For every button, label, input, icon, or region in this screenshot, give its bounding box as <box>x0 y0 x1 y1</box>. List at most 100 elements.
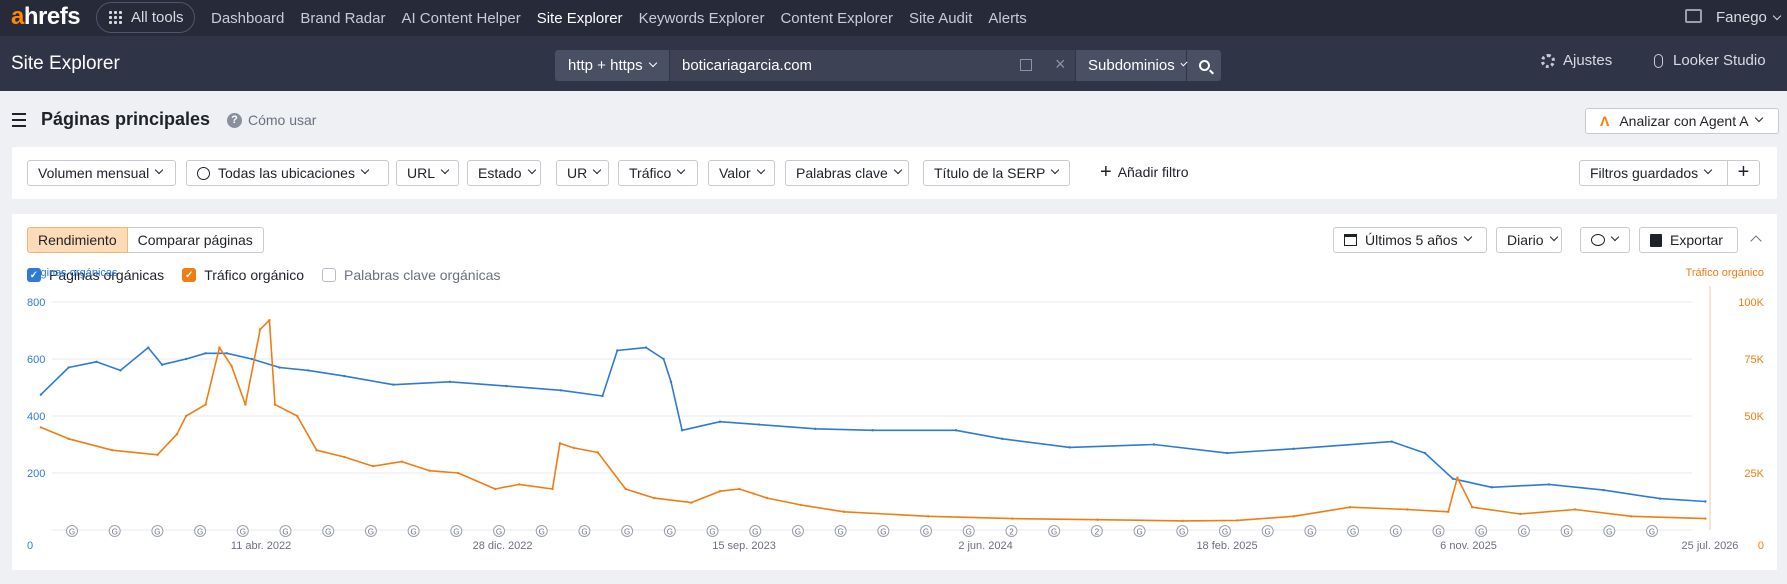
mode-select[interactable]: Subdominios <box>1076 50 1188 81</box>
organic-traffic-point <box>204 403 207 406</box>
period-select[interactable]: Últimos 5 años <box>1333 227 1487 253</box>
organic-traffic-point <box>39 426 43 429</box>
agent-icon: Λ <box>1600 113 1610 129</box>
left-tick-label: 200 <box>27 468 45 480</box>
organic-traffic-point <box>1446 510 1450 513</box>
organic-traffic-point <box>371 464 375 468</box>
organic-traffic-point <box>596 451 600 454</box>
add-filter-button[interactable]: + Añadir filtro <box>1100 162 1189 182</box>
event-marker-label: G <box>624 528 630 537</box>
event-marker-label: G <box>1350 528 1356 537</box>
organic-traffic-point <box>1630 515 1633 518</box>
organic-traffic-point <box>175 433 179 436</box>
event-marker <box>151 525 164 537</box>
toggle-organic-pages[interactable]: ✓ Páginas orgánicas <box>27 267 164 283</box>
filter-value[interactable]: Valor <box>708 160 775 186</box>
filter-ur[interactable]: UR <box>556 160 609 186</box>
event-marker-label: G <box>1649 528 1655 537</box>
nav-keywords-explorer[interactable]: Keywords Explorer <box>638 9 765 27</box>
organic-traffic-point <box>738 487 741 491</box>
nav-site-explorer[interactable]: Site Explorer <box>536 9 623 27</box>
event-marker <box>920 525 933 537</box>
target-url-input[interactable]: boticariagarcia.com × <box>670 50 1075 81</box>
organic-traffic-point <box>842 510 846 513</box>
organic-traffic-point <box>258 328 262 331</box>
organic-traffic-point <box>624 487 627 491</box>
filter-serp-title[interactable]: Título de la SERP <box>923 160 1070 186</box>
left-axis-title: Páginas orgánicas <box>27 267 118 279</box>
nav-content-explorer[interactable]: Content Explorer <box>780 9 894 27</box>
chevron-down-icon <box>1703 165 1713 175</box>
organic-pages-point <box>954 429 958 432</box>
organic-pages-point <box>225 352 229 355</box>
organic-pages-point <box>1068 446 1071 449</box>
x-tick-label: 28 dic. 2022 <box>473 540 533 552</box>
organic-pages-point <box>1423 451 1427 455</box>
settings-link[interactable]: Ajustes <box>1541 52 1612 69</box>
event-marker-label: G <box>1393 528 1399 537</box>
nav-alerts[interactable]: Alerts <box>988 9 1027 27</box>
tab-performance[interactable]: Rendimiento <box>27 227 128 253</box>
nav-dashboard[interactable]: Dashboard <box>211 9 285 27</box>
saved-filters-button[interactable]: Filtros guardados <box>1579 160 1728 186</box>
how-to-link[interactable]: ? Cómo usar <box>227 112 316 128</box>
filter-traffic[interactable]: Tráfico <box>618 160 698 186</box>
organic-traffic-point <box>1348 506 1352 509</box>
event-marker <box>66 525 78 537</box>
organic-traffic-point <box>67 437 70 440</box>
organic-traffic-point <box>518 483 521 486</box>
x-tick-label: 25 jul. 2026 <box>1682 540 1739 552</box>
toggle-organic-traffic[interactable]: ✓ Tráfico orgánico <box>182 267 304 283</box>
organic-traffic-point <box>268 319 271 322</box>
organic-traffic-point <box>156 453 159 456</box>
external-link-icon[interactable] <box>1020 59 1032 71</box>
toggle-organic-keywords[interactable]: Palabras clave orgánicas <box>322 267 500 283</box>
toggle-label: Tráfico orgánico <box>204 267 305 283</box>
event-marker <box>108 525 121 537</box>
organic-pages-point <box>871 429 874 432</box>
save-filter-plus-button[interactable]: + <box>1727 160 1760 186</box>
nav-brand-radar[interactable]: Brand Radar <box>300 9 386 27</box>
event-marker-label: 2 <box>1095 528 1100 537</box>
export-button[interactable]: Exportar <box>1639 227 1738 253</box>
filter-url[interactable]: URL <box>396 160 459 186</box>
filter-label: URL <box>407 165 436 181</box>
organic-traffic-point <box>244 403 247 406</box>
nav-ai-content-helper[interactable]: AI Content Helper <box>401 9 521 27</box>
export-label: Exportar <box>1670 232 1723 248</box>
ahrefs-logo[interactable]: ahrefs <box>11 3 81 30</box>
all-tools-button[interactable]: All tools <box>96 2 195 33</box>
organic-pages-point <box>669 380 673 383</box>
tab-compare-pages[interactable]: Comparar páginas <box>127 227 264 253</box>
annotations-button[interactable] <box>1580 227 1630 253</box>
comment-icon <box>1591 234 1605 246</box>
filter-keywords[interactable]: Palabras clave <box>785 160 909 186</box>
organic-pages-point <box>757 423 761 426</box>
user-menu[interactable]: Fanego <box>1716 9 1782 26</box>
organic-pages-point <box>559 389 563 392</box>
organic-traffic-point <box>1573 508 1577 511</box>
filter-status[interactable]: Estado <box>467 160 541 186</box>
monitor-icon[interactable] <box>1685 9 1702 23</box>
filter-locations[interactable]: Todas las ubicaciones <box>186 160 389 186</box>
event-marker <box>1133 525 1146 537</box>
organic-traffic-point <box>343 455 346 459</box>
menu-icon[interactable] <box>12 113 26 131</box>
filter-bar: Volumen mensual Todas las ubicaciones UR… <box>12 147 1777 199</box>
looker-studio-link[interactable]: Looker Studio <box>1654 52 1766 69</box>
analyze-agent-button[interactable]: Λ Analizar con Agent A <box>1585 108 1779 134</box>
organic-traffic-point <box>110 449 114 452</box>
right-tick-label: 25K <box>1744 468 1764 480</box>
granularity-select[interactable]: Diario <box>1496 227 1562 253</box>
right-tick-label: 100K <box>1738 297 1764 309</box>
filter-volume[interactable]: Volumen mensual <box>27 160 176 186</box>
event-marker-label: G <box>667 528 673 537</box>
event-marker-label: G <box>453 528 459 537</box>
protocol-select[interactable]: http + https <box>555 50 669 81</box>
event-marker <box>364 525 377 537</box>
event-marker-label: G <box>1265 528 1271 537</box>
search-button[interactable] <box>1187 50 1221 81</box>
clear-icon[interactable]: × <box>1055 54 1066 74</box>
nav-site-audit[interactable]: Site Audit <box>909 9 973 27</box>
